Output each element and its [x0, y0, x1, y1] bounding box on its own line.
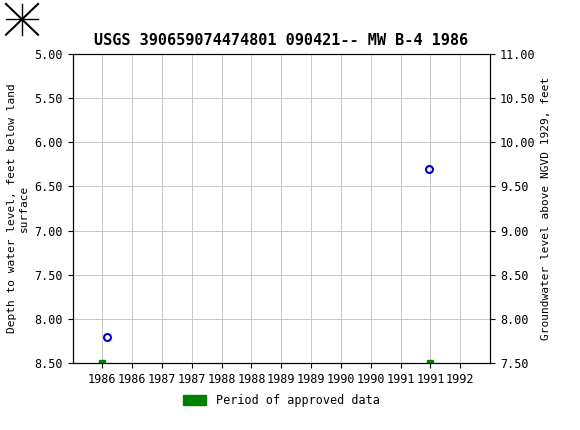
- Title: USGS 390659074474801 090421-- MW B-4 1986: USGS 390659074474801 090421-- MW B-4 198…: [94, 34, 469, 49]
- Text: USGS: USGS: [45, 10, 89, 28]
- Legend: Period of approved data: Period of approved data: [178, 389, 385, 412]
- Bar: [6, 4, 38, 35]
- Y-axis label: Groundwater level above NGVD 1929, feet: Groundwater level above NGVD 1929, feet: [541, 77, 551, 340]
- Y-axis label: Depth to water level, feet below land
surface: Depth to water level, feet below land su…: [7, 84, 29, 333]
